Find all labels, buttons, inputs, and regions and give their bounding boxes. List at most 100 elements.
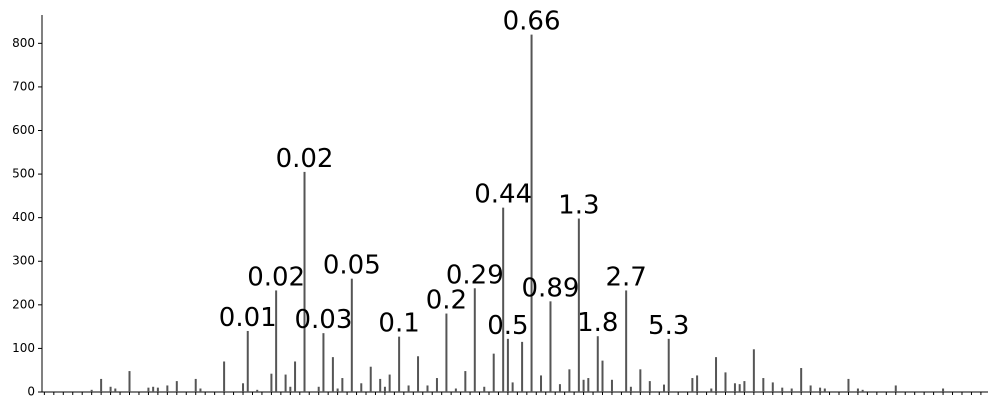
y-tick-label: 800 bbox=[12, 36, 35, 50]
bar bbox=[696, 375, 699, 392]
bar bbox=[800, 368, 803, 392]
bar bbox=[733, 383, 736, 392]
bar bbox=[743, 381, 746, 392]
bar bbox=[662, 384, 665, 392]
bar bbox=[894, 385, 897, 392]
annotation: 0.44 bbox=[474, 180, 532, 210]
bar bbox=[715, 357, 718, 392]
bar bbox=[360, 383, 363, 392]
bar bbox=[147, 387, 150, 392]
bar bbox=[762, 378, 765, 392]
annotation: 0.29 bbox=[446, 260, 504, 290]
bar bbox=[506, 338, 509, 392]
annotation: 0.01 bbox=[219, 303, 277, 333]
bar bbox=[223, 361, 226, 392]
bar bbox=[294, 361, 297, 392]
bar bbox=[114, 388, 117, 392]
annotation: 1.3 bbox=[558, 191, 599, 221]
bar bbox=[454, 388, 457, 392]
bar bbox=[242, 383, 245, 392]
annotation: 0.5 bbox=[487, 311, 528, 341]
annotation: 1.8 bbox=[577, 308, 618, 338]
annotation: 0.05 bbox=[323, 251, 381, 281]
bar bbox=[639, 369, 642, 392]
bar bbox=[781, 387, 784, 392]
bar bbox=[336, 388, 339, 392]
bar bbox=[847, 378, 850, 392]
bar bbox=[710, 388, 713, 392]
annotation: 0.03 bbox=[294, 305, 352, 335]
bar bbox=[341, 378, 344, 392]
bar bbox=[558, 384, 561, 392]
bar bbox=[648, 381, 651, 392]
bar bbox=[388, 374, 391, 392]
bar bbox=[331, 357, 334, 392]
bar bbox=[521, 341, 524, 392]
bar bbox=[246, 330, 249, 392]
bar bbox=[426, 385, 429, 392]
annotation: 0.89 bbox=[522, 273, 580, 303]
bar bbox=[856, 388, 859, 392]
bar bbox=[540, 375, 543, 392]
bar bbox=[790, 388, 793, 392]
bar bbox=[549, 301, 552, 392]
bar bbox=[511, 382, 514, 392]
bar bbox=[582, 379, 585, 392]
y-tick-label: 500 bbox=[12, 167, 35, 181]
bar bbox=[256, 389, 259, 392]
y-tick-label: 700 bbox=[12, 79, 35, 93]
y-tick-label: 600 bbox=[12, 123, 35, 137]
bar bbox=[473, 288, 476, 392]
bar bbox=[100, 378, 103, 392]
bar bbox=[156, 387, 159, 392]
bar bbox=[530, 34, 533, 392]
bar bbox=[596, 336, 599, 392]
bar bbox=[587, 378, 590, 392]
bar bbox=[194, 378, 197, 392]
bar bbox=[861, 389, 864, 392]
bar bbox=[435, 378, 438, 392]
bar bbox=[568, 369, 571, 392]
bar bbox=[577, 218, 580, 392]
bar bbox=[383, 386, 386, 392]
bar bbox=[625, 290, 628, 392]
bar bbox=[90, 389, 93, 392]
bar bbox=[752, 349, 755, 392]
annotation: 0.2 bbox=[426, 286, 467, 316]
y-tick-label: 100 bbox=[12, 341, 35, 355]
bar bbox=[629, 386, 632, 392]
bar bbox=[152, 386, 155, 392]
bar bbox=[284, 374, 287, 392]
y-tick-label: 200 bbox=[12, 297, 35, 311]
bar bbox=[809, 385, 812, 392]
bar bbox=[724, 372, 727, 392]
bar bbox=[175, 381, 178, 392]
bar bbox=[303, 171, 306, 392]
bar bbox=[691, 378, 694, 392]
bar bbox=[398, 336, 401, 392]
bar bbox=[379, 378, 382, 392]
annotation: 0.02 bbox=[276, 144, 334, 174]
annotation: 5.3 bbox=[648, 311, 689, 341]
bar bbox=[667, 338, 670, 392]
bar bbox=[369, 366, 372, 392]
bar bbox=[275, 290, 278, 392]
bar bbox=[502, 207, 505, 392]
bar bbox=[417, 356, 420, 392]
y-tick-label: 0 bbox=[27, 385, 35, 399]
bar bbox=[464, 371, 467, 392]
bar bbox=[109, 386, 112, 392]
y-tick-label: 300 bbox=[12, 254, 35, 268]
bar bbox=[942, 388, 945, 392]
bar bbox=[317, 386, 320, 392]
bar bbox=[350, 278, 353, 392]
annotation: 0.66 bbox=[503, 7, 561, 37]
bar bbox=[270, 373, 273, 392]
bar bbox=[289, 386, 292, 392]
y-tick-label: 400 bbox=[12, 210, 35, 224]
annotation: 2.7 bbox=[605, 262, 646, 292]
bar bbox=[738, 384, 741, 392]
bar bbox=[128, 371, 131, 392]
